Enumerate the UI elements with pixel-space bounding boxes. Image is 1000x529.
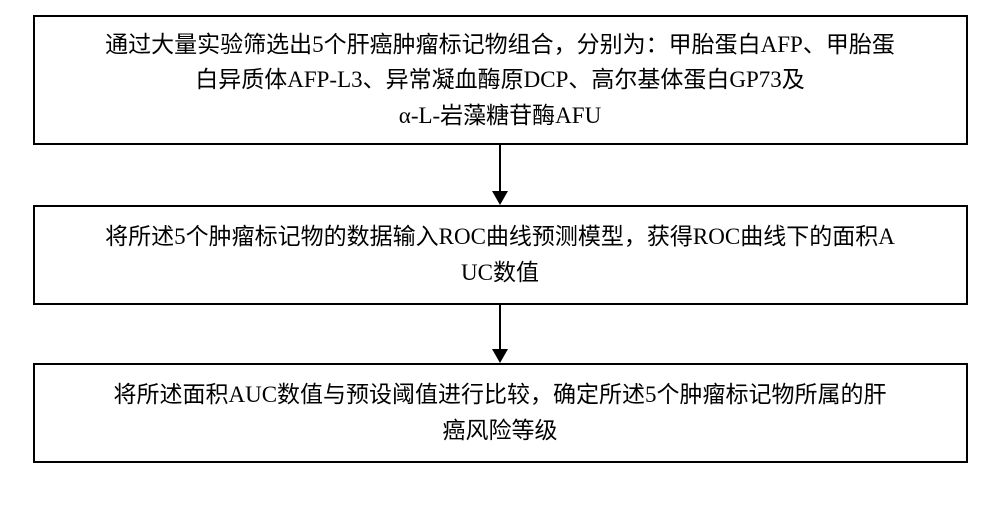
arrow-1-head <box>492 191 508 205</box>
step-3-text: 将所述面积AUC数值与预设阈值进行比较，确定所述5个肿瘤标记物所属的肝 癌风险等… <box>113 377 886 448</box>
arrow-1-line <box>499 145 501 191</box>
flowchart-step-2: 将所述5个肿瘤标记物的数据输入ROC曲线预测模型，获得ROC曲线下的面积A UC… <box>33 205 968 305</box>
flowchart-step-3: 将所述面积AUC数值与预设阈值进行比较，确定所述5个肿瘤标记物所属的肝 癌风险等… <box>33 363 968 463</box>
arrow-2-head <box>492 349 508 363</box>
arrow-2-line <box>499 305 501 349</box>
step-1-text: 通过大量实验筛选出5个肝癌肿瘤标记物组合，分别为：甲胎蛋白AFP、甲胎蛋 白异质… <box>105 27 895 134</box>
flowchart-step-1: 通过大量实验筛选出5个肝癌肿瘤标记物组合，分别为：甲胎蛋白AFP、甲胎蛋 白异质… <box>33 15 968 145</box>
arrow-1 <box>492 145 508 205</box>
step-2-text: 将所述5个肿瘤标记物的数据输入ROC曲线预测模型，获得ROC曲线下的面积A UC… <box>105 219 895 290</box>
arrow-2 <box>492 305 508 363</box>
